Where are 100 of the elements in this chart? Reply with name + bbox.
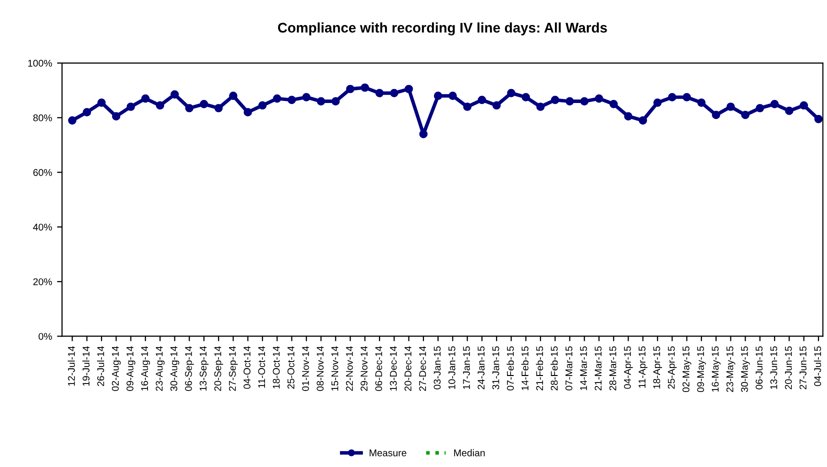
x-tick-label: 18-Apr-15 bbox=[653, 346, 662, 388]
x-tick-label: 30-Aug-14 bbox=[170, 346, 180, 391]
x-tick-label: 16-Aug-14 bbox=[141, 346, 150, 391]
x-tick-label: 13-Dec-14 bbox=[390, 346, 397, 391]
y-tick-label: 80% bbox=[33, 114, 52, 122]
x-tick-label: 04-Jul-15 bbox=[814, 346, 822, 386]
point bbox=[112, 112, 120, 120]
x-tick-label: 14-Mar-15 bbox=[580, 346, 587, 390]
point bbox=[434, 92, 442, 100]
x-tick-label: 23-May-15 bbox=[726, 346, 736, 392]
point bbox=[682, 93, 691, 102]
x-tick-label: 11-Apr-15 bbox=[638, 346, 648, 388]
point bbox=[448, 92, 457, 100]
point bbox=[97, 98, 106, 107]
point bbox=[200, 100, 208, 108]
x-tick-label: 09-Aug-14 bbox=[126, 346, 136, 391]
x-tick-label: 23-Aug-14 bbox=[156, 346, 165, 391]
point bbox=[668, 93, 676, 102]
point bbox=[258, 101, 267, 110]
y-tick-label: 20% bbox=[33, 278, 52, 286]
point bbox=[390, 88, 398, 98]
point bbox=[170, 90, 179, 99]
point bbox=[697, 98, 706, 107]
point bbox=[800, 101, 808, 110]
point bbox=[566, 97, 574, 106]
x-tick-label: 02-Aug-14 bbox=[112, 346, 121, 391]
point bbox=[141, 94, 150, 103]
x-tick-label: 13-Jun-15 bbox=[770, 346, 778, 389]
point bbox=[624, 112, 632, 120]
x-tick-label: 20-Sep-14 bbox=[214, 346, 224, 391]
x-tick-label: 02-May-15 bbox=[682, 346, 692, 392]
x-tick-label: 19-Jul-14 bbox=[82, 346, 90, 386]
point bbox=[185, 104, 194, 112]
x-tick-label: 13-Sep-14 bbox=[200, 346, 208, 391]
x-tick-label: 10-Jan-15 bbox=[448, 346, 456, 389]
x-tick-label: 06-Sep-14 bbox=[185, 346, 194, 391]
point bbox=[522, 93, 530, 102]
point bbox=[741, 110, 750, 120]
point bbox=[82, 108, 92, 116]
point bbox=[68, 116, 76, 125]
x-tick-label: 27-Dec-14 bbox=[419, 346, 426, 391]
point bbox=[726, 102, 735, 111]
x-tick-label: 08-Nov-14 bbox=[316, 346, 324, 391]
point bbox=[316, 97, 326, 106]
x-tick-label: 11-Oct-14 bbox=[258, 346, 266, 388]
point bbox=[638, 116, 648, 125]
x-tick-label: 09-May-15 bbox=[697, 346, 706, 392]
point bbox=[609, 100, 618, 108]
x-tick-label: 04-Oct-14 bbox=[244, 346, 250, 389]
point bbox=[770, 100, 779, 108]
legend-label: Measure bbox=[370, 450, 406, 456]
x-tick-label: 12-Jul-14 bbox=[68, 346, 75, 386]
x-tick-label: 28-Feb-15 bbox=[550, 346, 558, 390]
x-tick-label: 06-Jun-15 bbox=[756, 346, 763, 390]
x-tick-label: 27-Sep-14 bbox=[228, 346, 238, 391]
point bbox=[229, 92, 238, 100]
point bbox=[653, 98, 662, 107]
x-tick-label: 03-Jan-15 bbox=[434, 346, 441, 390]
x-tick-label: 16-May-15 bbox=[712, 346, 721, 392]
x-tick-label: 04-Apr-15 bbox=[624, 346, 633, 389]
y-tick-label: 100% bbox=[28, 60, 52, 67]
point bbox=[785, 106, 794, 116]
x-tick-label: 29-Nov-14 bbox=[360, 346, 368, 391]
x-tick-label: 07-Mar-15 bbox=[565, 346, 572, 390]
point bbox=[463, 102, 472, 111]
x-tick-label: 31-Jan-15 bbox=[492, 346, 500, 390]
y-tick-label: 60% bbox=[33, 169, 52, 176]
x-tick-label: 30-May-15 bbox=[741, 346, 750, 392]
x-tick-label: 21-Mar-15 bbox=[594, 346, 602, 390]
point bbox=[594, 94, 604, 103]
x-tick-label: 26-Jul-14 bbox=[97, 346, 104, 386]
point bbox=[507, 88, 516, 98]
x-tick-label: 17-Jan-15 bbox=[463, 346, 470, 389]
x-tick-label: 27-Jun-15 bbox=[800, 346, 806, 390]
point bbox=[214, 104, 223, 112]
point bbox=[244, 108, 252, 116]
point bbox=[360, 83, 370, 92]
point bbox=[375, 88, 384, 98]
y-tick-label: 0% bbox=[38, 332, 52, 340]
point bbox=[404, 84, 413, 94]
legend-label: Median bbox=[454, 449, 485, 456]
x-tick-label: 21-Feb-15 bbox=[536, 346, 544, 390]
x-tick-label: 20-Jun-15 bbox=[784, 346, 792, 390]
point bbox=[550, 96, 560, 104]
point bbox=[288, 96, 296, 104]
x-tick-label: 14-Feb-15 bbox=[521, 346, 528, 390]
x-tick-label: 15-Nov-14 bbox=[331, 346, 338, 391]
point bbox=[712, 110, 720, 120]
point bbox=[814, 114, 823, 124]
x-tick-label: 18-Oct-14 bbox=[272, 346, 280, 388]
x-tick-label: 22-Nov-14 bbox=[346, 346, 353, 391]
point bbox=[346, 84, 354, 94]
x-tick-label: 06-Dec-14 bbox=[375, 346, 382, 391]
x-tick-label: 25-Oct-14 bbox=[287, 346, 294, 389]
x-tick-label: 24-Jan-15 bbox=[478, 346, 485, 390]
x-tick-label: 07-Feb-15 bbox=[506, 346, 514, 390]
x-tick-label: 01-Nov-14 bbox=[302, 346, 309, 391]
point bbox=[126, 102, 135, 111]
chart-title: Compliance with recording IV line days: All Wards bbox=[278, 22, 607, 36]
point bbox=[156, 101, 164, 110]
